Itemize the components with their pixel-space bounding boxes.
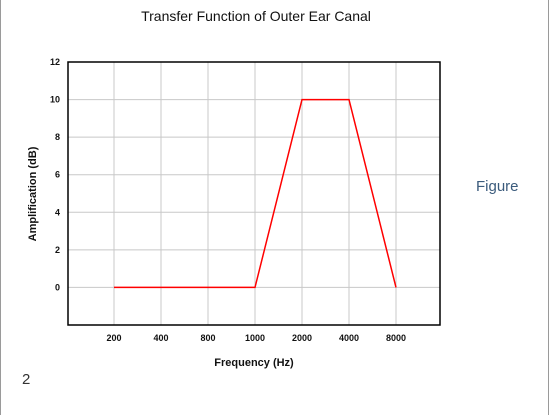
series-layer [114,98,397,289]
figure-label: Figure [476,178,519,195]
x-tick-label: 2000 [292,333,312,343]
gridlines [68,61,440,325]
slide-right-border [548,0,549,415]
slide-left-border [0,0,1,415]
y-tick-label: 0 [55,282,60,292]
y-tick-label: 10 [50,95,60,105]
x-tick-label: 800 [200,333,215,343]
x-tick-label: 4000 [339,333,359,343]
y-tick-label: 6 [55,170,60,180]
y-tick-labels: 0 2 4 6 8 10 12 [50,57,60,292]
y-tick-label: 2 [55,245,60,255]
y-tick-label: 4 [55,207,60,217]
page-number: 2 [22,371,31,388]
y-tick-label: 8 [55,132,60,142]
x-axis-label: Frequency (Hz) [214,357,294,369]
chart-title: Transfer Function of Outer Ear Canal [141,8,371,24]
plot-area-frame [67,61,441,326]
y-axis-label: Amplification (dB) [27,146,39,241]
x-tick-label: 400 [153,333,168,343]
x-tick-labels: 200 400 800 1000 2000 4000 8000 [106,333,406,343]
x-tick-label: 200 [106,333,121,343]
y-tick-label: 12 [50,57,60,67]
series-line [114,98,397,289]
x-tick-label: 8000 [386,333,406,343]
x-tick-label: 1000 [245,333,265,343]
